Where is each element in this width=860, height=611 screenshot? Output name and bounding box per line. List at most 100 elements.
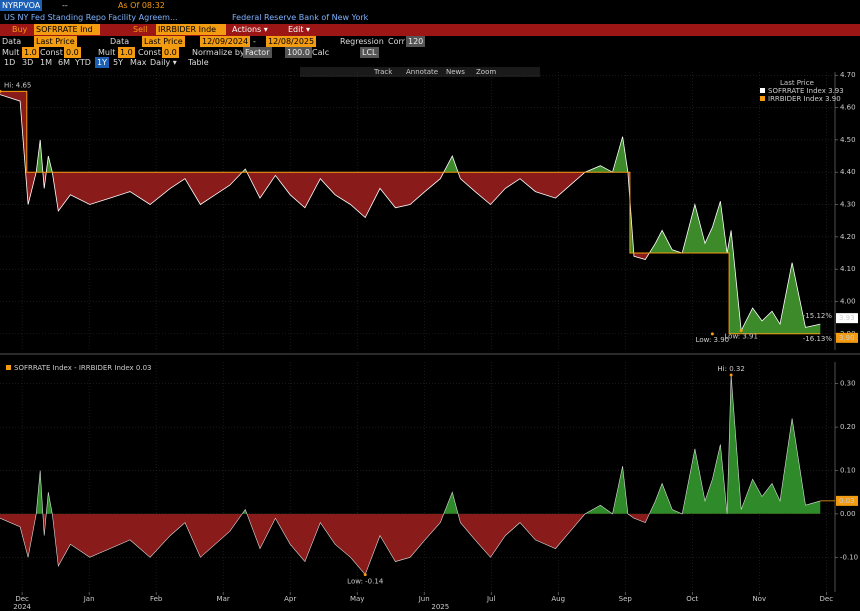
header-item: Corr xyxy=(388,37,405,46)
last-value-box xyxy=(836,332,858,343)
legend-name: IRRBIDER Index xyxy=(768,95,823,103)
last-value-label: 0.03 xyxy=(839,497,855,505)
command-bar: Buy SOFRRATE Ind Sell IRRBIDER Inde Acti… xyxy=(0,24,860,36)
header-item[interactable]: 120 xyxy=(406,36,426,47)
actions-menu[interactable]: Actions ▾ xyxy=(232,25,268,34)
header-item: Data xyxy=(2,37,22,46)
last-value-box xyxy=(836,313,858,324)
header-item[interactable]: Last Price xyxy=(142,36,185,47)
y-tick-label: 4.30 xyxy=(840,201,856,209)
header-item[interactable]: 0.0 xyxy=(162,47,179,58)
year-label: 2025 xyxy=(431,603,449,611)
y-tick-label: 4.70 xyxy=(840,71,856,79)
toolbar-button[interactable]: Track xyxy=(373,68,393,76)
header-item: Calc xyxy=(312,48,330,57)
annotation-dot xyxy=(363,573,367,577)
header-item[interactable]: Factor xyxy=(243,47,272,58)
annotation: Low: 3.90 xyxy=(696,336,730,344)
header-item[interactable]: 12/08/2025 xyxy=(266,36,317,47)
security-row: US NY Fed Standing Repo Facility Agreem.… xyxy=(0,12,860,24)
period-row: 1D 3D 1M 6M YTD 1Y 5Y Max Daily ▾ Table xyxy=(0,57,860,68)
header-item[interactable]: 1.0 xyxy=(118,47,135,58)
legend-value: 0.03 xyxy=(136,364,152,372)
legend-entry: SOFRRATE Index 3.93 xyxy=(768,87,844,95)
y-tick-label: 0.10 xyxy=(840,466,856,474)
y-tick-label: 0.00 xyxy=(840,510,856,518)
x-tick-label: Mar xyxy=(217,595,230,603)
legend-swatch xyxy=(760,96,765,101)
y-tick-label: -0.10 xyxy=(840,553,858,561)
y-tick-label: 4.20 xyxy=(840,233,856,241)
header-item: Mult xyxy=(98,48,116,57)
ticker[interactable]: NYRPVOA xyxy=(0,0,43,11)
buy-label: Buy xyxy=(12,25,28,34)
y-tick-label: 0.30 xyxy=(840,380,856,388)
header-item: Const xyxy=(138,48,161,57)
annotation-dot xyxy=(729,373,733,377)
y-tick-label: 4.40 xyxy=(840,168,856,176)
header-item: Mult xyxy=(2,48,20,57)
header-item: 5Y xyxy=(113,58,123,67)
x-tick-label: Jun xyxy=(418,595,430,603)
header-item: Table xyxy=(188,58,209,67)
header-item[interactable]: 0.0 xyxy=(64,47,81,58)
legend-swatch xyxy=(760,88,765,93)
mult-row: Mult 1.0 Const 0.0 Mult 1.0 Const 0.0 Normalize … xyxy=(0,47,860,58)
last-value-label: 3.90 xyxy=(839,334,855,342)
header-item[interactable]: 1Y xyxy=(95,57,109,68)
terminal-header: NYRPVOA -- As Of 08:32 US NY Fed Standin… xyxy=(0,0,860,68)
toolbar-button[interactable]: Zoom xyxy=(476,68,496,76)
series-line xyxy=(0,90,821,335)
y-tick-label: 4.10 xyxy=(840,265,856,273)
header-item[interactable]: 12/09/2024 xyxy=(200,36,251,47)
sell-ticker[interactable]: IRRBIDER Inde xyxy=(156,24,226,35)
header-item: Normalize by xyxy=(192,48,245,57)
buy-ticker[interactable]: SOFRRATE Ind xyxy=(34,24,100,35)
x-tick-label: Apr xyxy=(284,595,296,603)
toolbar xyxy=(300,67,540,77)
header-item: Const xyxy=(40,48,63,57)
header-item[interactable]: LCL xyxy=(360,47,379,58)
annotation: Hi: 4.65 xyxy=(4,81,31,89)
header-item: Daily ▾ xyxy=(150,58,177,67)
annotation-dot xyxy=(710,332,714,336)
legend-value: 3.90 xyxy=(825,95,841,103)
as-of: As Of 08:32 xyxy=(118,1,165,10)
x-tick-label: Feb xyxy=(150,595,163,603)
annotation: Low: -0.14 xyxy=(347,578,384,586)
header-item[interactable]: 100.0 xyxy=(285,47,312,58)
header-item: Data xyxy=(110,37,130,46)
header-item: YTD xyxy=(75,58,91,67)
annotation: Hi: 0.32 xyxy=(717,365,744,373)
data-row: Data Last Price Data Last Price 12/09/2024- 1… xyxy=(0,36,860,47)
header-item: Regression xyxy=(340,37,384,46)
legend-entry: IRRBIDER Index 3.90 xyxy=(768,95,841,103)
last-value-label: 3.93 xyxy=(839,314,855,322)
edit-menu[interactable]: Edit ▾ xyxy=(288,25,311,34)
x-tick-label: Oct xyxy=(686,595,698,603)
x-tick-label: Jul xyxy=(486,595,496,603)
x-tick-label: Jan xyxy=(83,595,95,603)
header-item[interactable]: Last Price xyxy=(34,36,77,47)
annotation-dot xyxy=(0,89,2,93)
header-item: 1D xyxy=(4,58,16,67)
x-tick-label: Sep xyxy=(619,595,633,603)
change-label: -16.13% xyxy=(803,335,833,343)
security-title: US NY Fed Standing Repo Facility Agreem.… xyxy=(4,13,178,22)
legend-entry: SOFRRATE Index - IRRBIDER Index 0.03 xyxy=(14,364,152,372)
header-item: 1M xyxy=(40,58,52,67)
series-line xyxy=(0,374,821,576)
annotation: Low: 3.91 xyxy=(724,333,758,341)
toolbar-button[interactable]: Annotate xyxy=(406,68,438,76)
change-label: -15.12% xyxy=(803,312,833,320)
y-tick-label: 4.50 xyxy=(840,136,856,144)
legend-value: 3.93 xyxy=(828,87,844,95)
sell-label: Sell xyxy=(133,25,148,34)
legend-name: SOFRRATE Index xyxy=(768,87,826,95)
x-tick-label: Dec xyxy=(820,595,834,603)
toolbar-button[interactable]: News xyxy=(446,68,465,76)
header-item[interactable]: 1.0 xyxy=(22,47,39,58)
x-tick-label: Aug xyxy=(551,595,565,603)
